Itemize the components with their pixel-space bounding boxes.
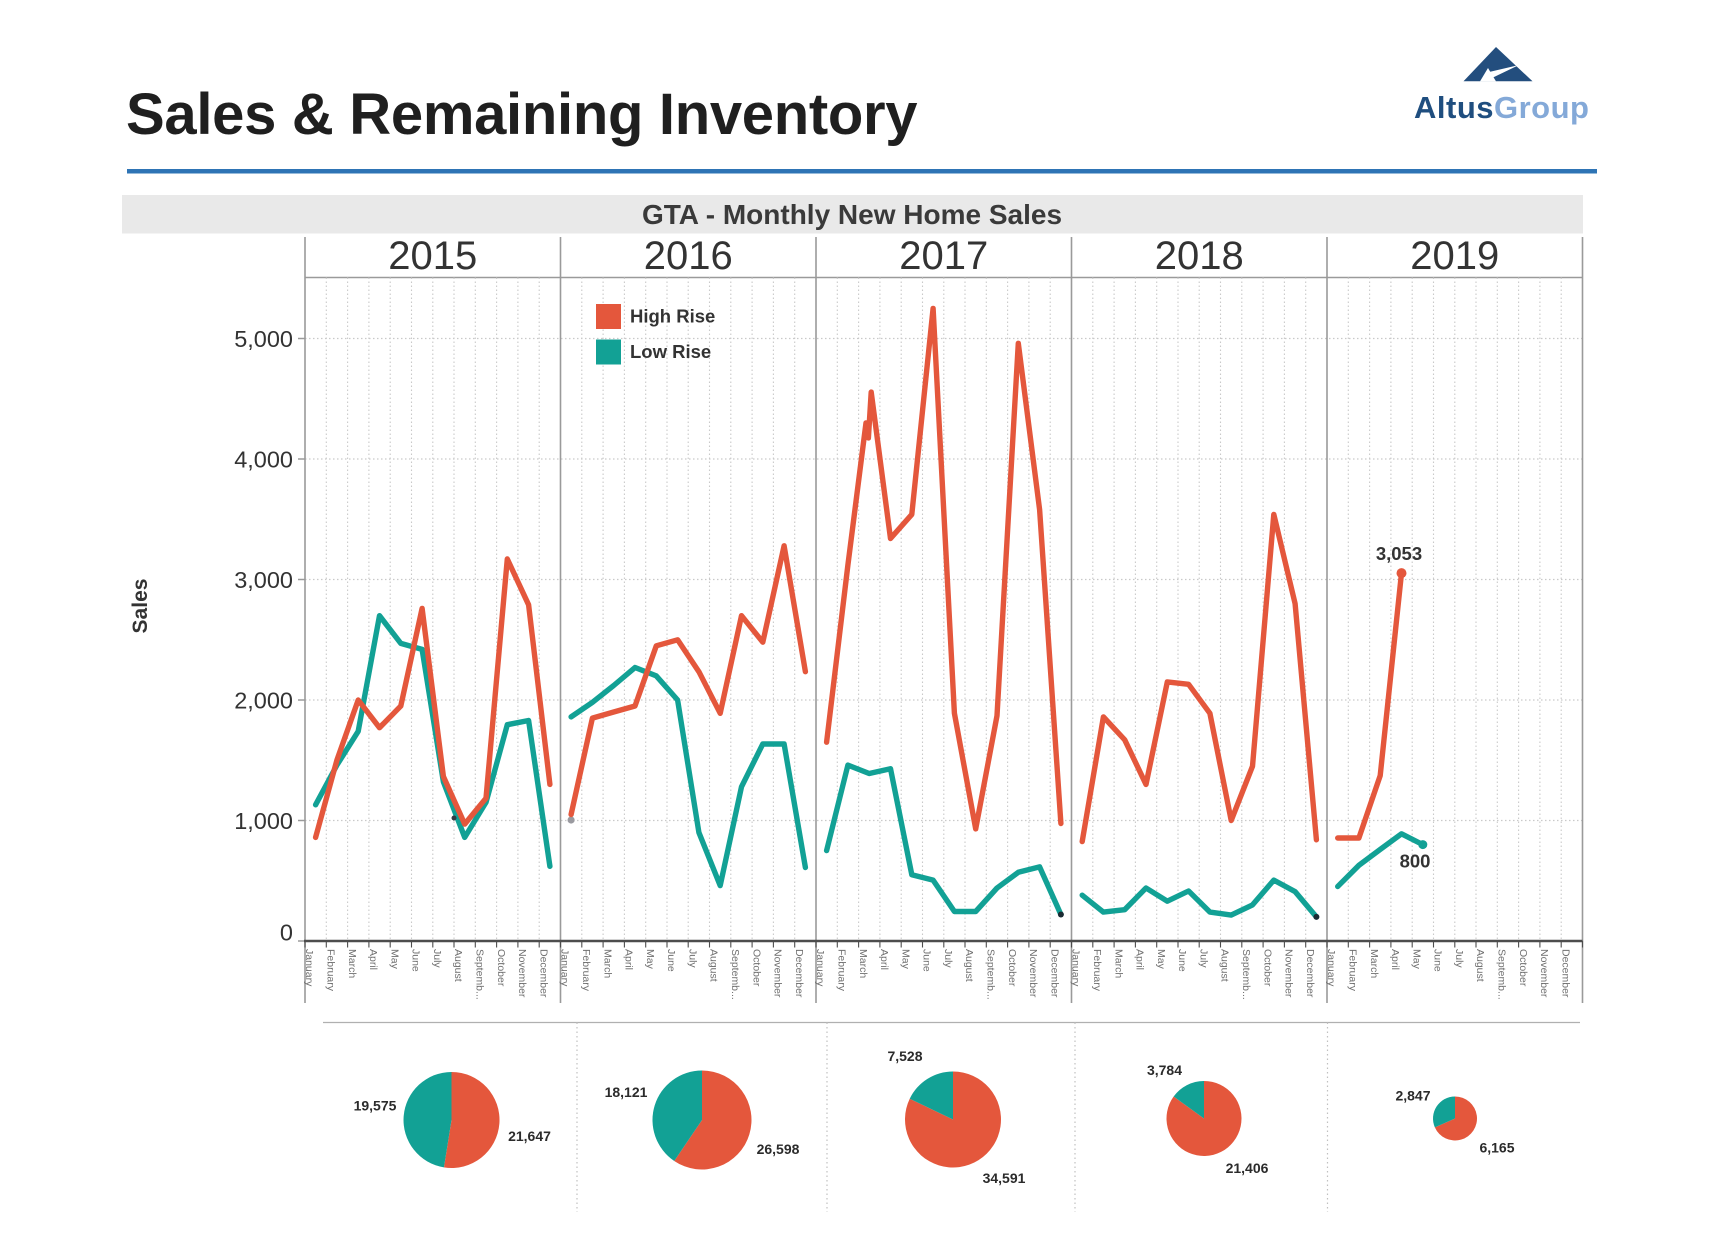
svg-text:November: November	[1027, 949, 1039, 998]
svg-text:6,165: 6,165	[1479, 1140, 1514, 1156]
svg-text:March: March	[601, 949, 613, 978]
svg-text:July: July	[1198, 949, 1210, 968]
svg-text:Septemb...: Septemb...	[474, 949, 486, 1000]
svg-text:April: April	[1389, 949, 1401, 970]
svg-text:June: June	[665, 949, 677, 972]
svg-text:Septemb...: Septemb...	[729, 949, 741, 1000]
svg-text:Sales & Remaining Inventory: Sales & Remaining Inventory	[126, 82, 917, 147]
svg-text:October: October	[495, 949, 507, 987]
svg-text:7,528: 7,528	[887, 1048, 922, 1064]
svg-text:October: October	[1517, 949, 1529, 987]
svg-text:November: November	[1283, 949, 1295, 998]
svg-text:2016: 2016	[644, 234, 733, 278]
svg-text:800: 800	[1400, 851, 1431, 872]
svg-text:March: March	[1368, 949, 1380, 978]
svg-text:Sales: Sales	[129, 579, 152, 634]
svg-text:5,000: 5,000	[234, 326, 293, 352]
svg-text:November: November	[516, 949, 528, 998]
svg-text:December: December	[1048, 949, 1060, 998]
svg-text:2018: 2018	[1155, 234, 1244, 278]
svg-text:May: May	[1155, 949, 1167, 970]
svg-text:February: February	[836, 949, 848, 992]
svg-text:December: December	[793, 949, 805, 998]
svg-text:Septemb...: Septemb...	[985, 949, 997, 1000]
svg-text:January: January	[559, 949, 571, 987]
svg-text:August: August	[963, 949, 975, 982]
svg-text:June: June	[410, 949, 422, 972]
svg-text:May: May	[644, 949, 656, 970]
svg-text:July: July	[942, 949, 954, 968]
svg-text:2015: 2015	[388, 234, 477, 278]
svg-text:April: April	[878, 949, 890, 970]
svg-text:1,000: 1,000	[234, 808, 293, 834]
svg-text:February: February	[1091, 949, 1103, 992]
svg-text:January: January	[1070, 949, 1082, 987]
svg-text:August: August	[1219, 949, 1231, 982]
svg-text:July: July	[687, 949, 699, 968]
svg-text:High Rise: High Rise	[630, 306, 715, 327]
svg-text:November: November	[772, 949, 784, 998]
svg-text:July: July	[1453, 949, 1465, 968]
svg-text:Septemb...: Septemb...	[1496, 949, 1508, 1000]
svg-text:August: August	[452, 949, 464, 982]
svg-text:May: May	[899, 949, 911, 970]
svg-text:December: December	[1304, 949, 1316, 998]
svg-text:April: April	[623, 949, 635, 970]
svg-text:26,598: 26,598	[757, 1141, 800, 1157]
svg-text:Low Rise: Low Rise	[630, 341, 711, 362]
svg-text:2,847: 2,847	[1395, 1088, 1430, 1104]
svg-text:June: June	[1176, 949, 1188, 972]
svg-text:August: August	[708, 949, 720, 982]
svg-text:March: March	[857, 949, 869, 978]
svg-text:March: March	[346, 949, 358, 978]
svg-text:June: June	[1432, 949, 1444, 972]
svg-text:October: October	[750, 949, 762, 987]
svg-text:18,121: 18,121	[605, 1084, 648, 1100]
svg-text:February: February	[580, 949, 592, 992]
svg-text:October: October	[1261, 949, 1273, 987]
svg-text:March: March	[1112, 949, 1124, 978]
svg-text:AltusGroup: AltusGroup	[1414, 90, 1590, 125]
svg-text:3,000: 3,000	[234, 567, 293, 593]
svg-text:April: April	[1134, 949, 1146, 970]
svg-text:April: April	[367, 949, 379, 970]
svg-text:February: February	[325, 949, 337, 992]
svg-text:2,000: 2,000	[234, 688, 293, 714]
svg-text:May: May	[1410, 949, 1422, 970]
svg-text:0: 0	[280, 920, 293, 946]
svg-text:November: November	[1538, 949, 1550, 998]
svg-text:3,053: 3,053	[1376, 543, 1422, 564]
svg-text:May: May	[388, 949, 400, 970]
svg-text:January: January	[1325, 949, 1337, 987]
svg-text:July: July	[431, 949, 443, 968]
svg-text:21,647: 21,647	[508, 1128, 551, 1144]
svg-text:3,784: 3,784	[1147, 1062, 1182, 1078]
svg-text:June: June	[921, 949, 933, 972]
svg-text:February: February	[1347, 949, 1359, 992]
svg-text:August: August	[1474, 949, 1486, 982]
svg-text:19,575: 19,575	[354, 1098, 397, 1114]
svg-text:January: January	[303, 949, 315, 987]
svg-text:Septemb...: Septemb...	[1240, 949, 1252, 1000]
svg-text:GTA - Monthly New Home Sales: GTA - Monthly New Home Sales	[642, 199, 1062, 230]
svg-text:October: October	[1006, 949, 1018, 987]
svg-text:21,406: 21,406	[1226, 1160, 1269, 1176]
svg-text:December: December	[1559, 949, 1571, 998]
svg-text:January: January	[814, 949, 826, 987]
svg-text:34,591: 34,591	[983, 1170, 1026, 1186]
svg-text:4,000: 4,000	[234, 447, 293, 473]
svg-text:2019: 2019	[1410, 234, 1499, 278]
svg-text:December: December	[537, 949, 549, 998]
svg-text:2017: 2017	[899, 234, 988, 278]
